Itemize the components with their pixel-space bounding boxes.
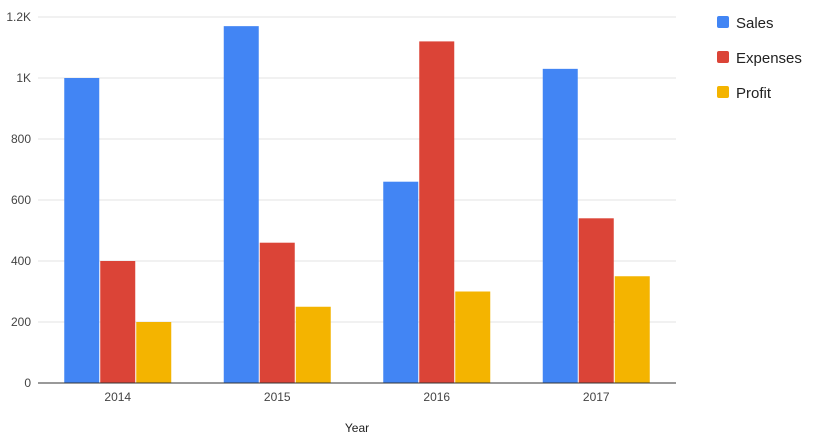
bar-expenses-2017[interactable] [578,218,614,383]
y-tick-label: 200 [11,315,31,329]
x-tick-label: 2016 [423,390,450,404]
bar-expenses-2016[interactable] [419,41,455,384]
legend-label-sales: Sales [736,15,774,32]
bar-profit-2015[interactable] [295,306,331,383]
y-tick-label: 1.2K [6,10,31,24]
y-tick-label: 1K [16,71,31,85]
legend-swatch-sales [717,16,729,28]
legend-swatch-profit [717,86,729,98]
x-tick-label: 2014 [104,390,131,404]
bar-profit-2017[interactable] [614,276,650,383]
bars [64,26,650,384]
x-tick-label: 2017 [583,390,610,404]
y-tick-label: 800 [11,132,31,146]
legend-swatch-expenses [717,51,729,63]
bar-sales-2015[interactable] [223,26,259,384]
y-axis-ticks: 0 200 400 600 800 1K 1.2K [6,10,31,390]
bar-sales-2017[interactable] [542,68,578,383]
bar-profit-2014[interactable] [136,322,172,383]
x-axis-title: Year [345,421,369,435]
legend: Sales Expenses Profit [717,15,802,102]
y-tick-label: 400 [11,254,31,268]
x-axis-ticks: 2014 2015 2016 2017 [104,390,610,404]
bar-sales-2016[interactable] [383,181,419,383]
bar-sales-2014[interactable] [64,78,100,383]
bar-profit-2016[interactable] [455,291,491,384]
y-tick-label: 600 [11,193,31,207]
legend-label-profit: Profit [736,85,772,102]
y-tick-label: 0 [24,376,31,390]
x-tick-label: 2015 [264,390,291,404]
bar-expenses-2015[interactable] [259,242,295,383]
bar-expenses-2014[interactable] [100,261,136,383]
legend-label-expenses: Expenses [736,50,802,67]
